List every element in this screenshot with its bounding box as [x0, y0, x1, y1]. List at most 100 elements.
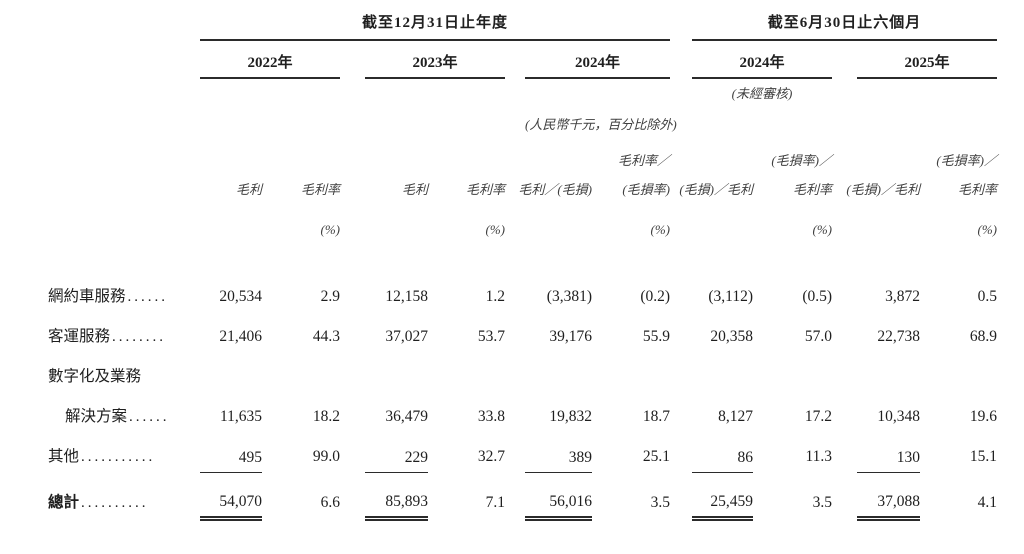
column-spacer — [670, 312, 692, 352]
cell-amount: 19,832 — [549, 408, 592, 425]
empty-cell — [200, 78, 670, 108]
col-header — [262, 140, 340, 171]
col-header — [692, 140, 753, 171]
cell-rate: 32.7 — [477, 448, 505, 465]
col-header-gross-profit: 毛利 — [235, 182, 262, 197]
col-header-gross-loss-profit: (毛損)／毛利 — [679, 171, 753, 202]
label-column-spacer — [40, 108, 200, 140]
cell-rate: 18.2 — [312, 408, 340, 425]
empty-cell — [857, 202, 920, 252]
table-row-passenger-transport: 客運服務........ 21,406 44.3 37,027 53.7 39,… — [40, 312, 997, 352]
label-column-spacer — [40, 6, 200, 40]
cell-amount-total: 54,070 — [200, 472, 262, 521]
column-spacer — [832, 78, 857, 108]
year-header-2022: 2022年 — [200, 40, 340, 79]
empty-cell — [857, 78, 997, 108]
cell-amount: 20,358 — [710, 328, 754, 345]
cell-rate: 15.1 — [969, 448, 998, 465]
cell-rate-total: 4.1 — [977, 494, 998, 511]
col-header-text: (毛損)／毛利 — [846, 182, 921, 197]
col-header-text: (毛損)／毛利 — [679, 182, 754, 197]
year-header-row: 2022年 2023年 2024年 2024年 2025年 — [40, 40, 998, 79]
unit-note-row: (人民幣千元，百分比除外) — [40, 108, 997, 140]
column-spacer — [505, 352, 525, 392]
cell-rate: (0.5) — [802, 288, 833, 305]
period-group-annual: 截至12月31日止年度 — [200, 6, 671, 41]
cell-rate-total: 3.5 — [812, 494, 833, 511]
cell-amount — [365, 352, 428, 392]
col-header-gross-loss-margin-line2: (毛損率) — [622, 182, 671, 197]
dot-leader: .......... — [81, 495, 149, 511]
column-spacer — [340, 171, 365, 202]
col-header-gross-margin: 毛利率 — [300, 182, 340, 197]
unit-note: (人民幣千元，百分比除外) — [525, 117, 677, 132]
column-spacer — [505, 140, 525, 171]
table-row-total: 總計.......... 54,070 6.6 85,893 7.1 56,01… — [40, 472, 998, 521]
column-spacer — [670, 472, 692, 518]
column-spacer — [832, 202, 857, 252]
column-spacer — [340, 252, 365, 312]
cell-amount: 12,158 — [385, 288, 428, 305]
cell-amount-total: 56,016 — [525, 472, 592, 521]
cell-rate: 25.1 — [642, 448, 671, 465]
column-spacer — [670, 352, 692, 392]
col-header — [365, 140, 428, 171]
cell-rate-total: 7.1 — [485, 494, 505, 511]
table-row-digitalization-label: 數字化及業務 — [40, 352, 997, 392]
cell-rate: 17.2 — [804, 408, 833, 425]
col-header — [200, 140, 262, 171]
column-spacer — [340, 432, 365, 472]
column-spacer — [832, 108, 857, 140]
column-spacer — [670, 6, 692, 40]
percent-header: (%) — [977, 222, 998, 237]
percent-header: (%) — [812, 222, 833, 237]
col-header — [428, 140, 505, 171]
cell-amount-ruled: 130 — [857, 432, 921, 473]
percent-header: (%) — [650, 222, 671, 237]
year-header-2023: 2023年 — [365, 40, 505, 79]
cell-amount — [525, 352, 592, 392]
cell-rate: 68.9 — [969, 328, 998, 345]
column-spacer — [670, 140, 692, 171]
year-header-2024-interim: 2024年 — [692, 40, 833, 79]
column-spacer — [505, 392, 525, 432]
cell-amount-total: 25,459 — [692, 472, 754, 521]
cell-rate-total: 3.5 — [650, 494, 671, 511]
cell-amount: 11,635 — [219, 408, 262, 425]
cell-rate-total: 6.6 — [320, 494, 340, 511]
row-label: 客運服務........ — [48, 328, 167, 345]
dot-leader: ...... — [129, 409, 170, 425]
column-spacer — [832, 40, 857, 78]
year-header-2025-interim: 2025年 — [857, 40, 998, 79]
column-spacer — [832, 432, 857, 472]
unaudited-note-row: (未經審核) — [40, 78, 997, 108]
unaudited-note: (未經審核) — [731, 86, 793, 101]
column-spacer — [832, 352, 857, 392]
empty-cell — [692, 202, 753, 252]
cell-rate: 53.7 — [477, 328, 505, 345]
empty-cell — [692, 108, 832, 140]
cell-amount: 39,176 — [549, 328, 592, 345]
col-header-gross-margin-line2: 毛利率 — [793, 182, 833, 197]
cell-amount: 3,872 — [885, 288, 921, 305]
percent-header: (%) — [320, 222, 341, 237]
cell-rate — [753, 352, 832, 392]
cell-rate: 2.9 — [320, 288, 340, 305]
column-spacer — [340, 472, 365, 518]
cell-rate: 55.9 — [642, 328, 671, 345]
col-header-gross-margin-line1: 毛利率／ — [618, 153, 671, 168]
column-spacer — [505, 108, 525, 140]
empty-cell — [525, 202, 592, 252]
col-header-gross-loss-profit: (毛損)／毛利 — [846, 171, 920, 202]
cell-rate: 99.0 — [312, 448, 340, 465]
label-column-spacer — [40, 78, 200, 108]
cell-amount-ruled: 495 — [200, 432, 262, 473]
empty-cell — [857, 108, 997, 140]
column-spacer — [505, 312, 525, 352]
column-spacer — [832, 140, 857, 171]
col-header-text: 毛利／(毛損) — [518, 182, 592, 197]
column-spacer — [505, 252, 525, 312]
cell-rate: 11.3 — [805, 448, 833, 465]
dot-leader: ........... — [81, 449, 156, 465]
cell-rate: 1.2 — [485, 288, 505, 305]
